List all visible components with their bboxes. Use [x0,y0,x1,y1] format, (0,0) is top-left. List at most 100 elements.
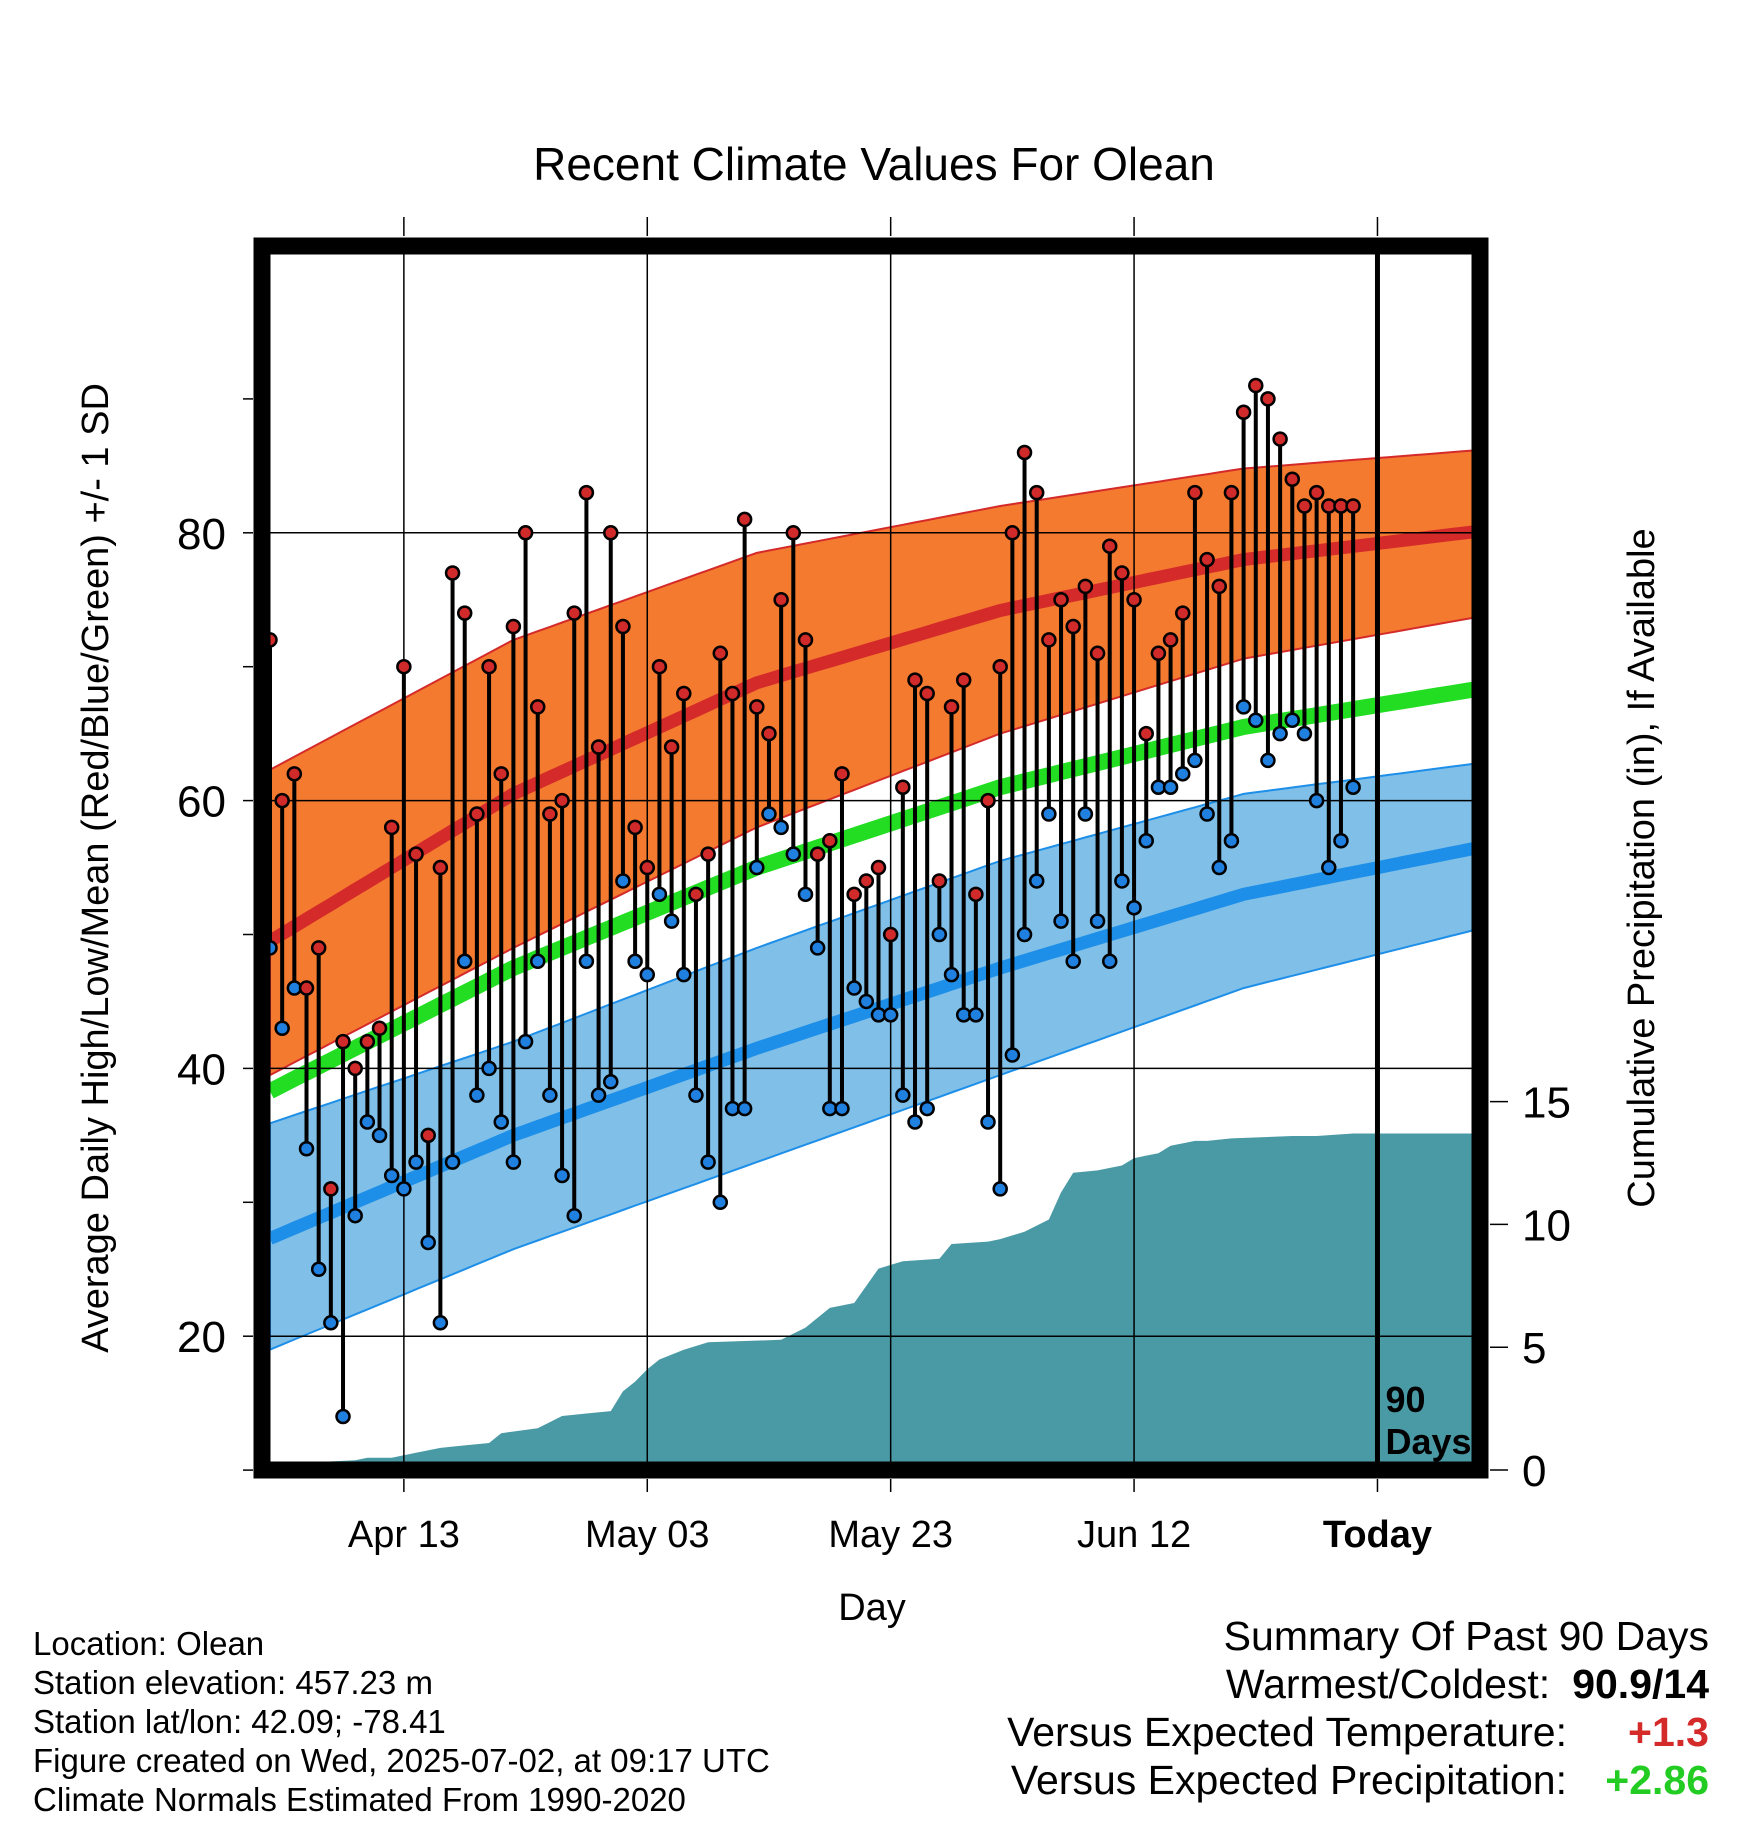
daily-low-point [542,1087,558,1103]
daily-low-point [1272,725,1288,742]
daily-high-point [554,792,570,809]
daily-low-point [347,1207,363,1224]
daily-high-point [1175,605,1191,621]
daily-high-point [931,873,948,889]
daily-low-point [578,953,595,970]
daily-low-point [1345,779,1361,795]
daily-low-point [1308,792,1325,809]
daily-high-point [1101,538,1118,554]
daily-low-point [603,1074,619,1090]
today-marker-label: 90 Days [1385,1379,1471,1462]
precip-area [270,1133,1480,1470]
temp-departure-value: +1.3 [1628,1709,1709,1755]
warmest-coldest-label: Warmest/Coldest: [1225,1661,1551,1707]
daily-high-point [700,846,716,862]
daily-high-point [858,873,875,889]
daily-high-point [505,618,522,635]
daily-high-point [469,806,485,822]
y-left-tick-label: 40 [177,1045,226,1094]
plot-frame [253,237,1489,1479]
daily-high-point [578,484,595,501]
daily-high-point [882,926,899,943]
y-right-tick-label: 15 [1522,1079,1571,1128]
y-right-tick-label: 0 [1522,1447,1546,1496]
daily-low-point [749,859,765,876]
daily-low-point [1126,899,1142,916]
daily-low-point [310,1261,327,1277]
normals-text: Climate Normals Estimated From 1990-2020 [33,1781,686,1818]
daily-high-point [1345,498,1361,514]
daily-high-point [761,725,777,742]
chart-title: Recent Climate Values For Olean [533,138,1215,190]
daily-low-point [383,1167,400,1184]
daily-low-point [700,1154,716,1170]
daily-high-point [517,525,534,541]
daily-high-point [870,859,887,876]
daily-high-point [968,886,984,903]
daily-high-point [615,618,631,635]
daily-high-point [639,859,656,876]
daily-high-point [1260,391,1276,407]
daily-high-point [432,859,449,876]
x-tick-label: Jun 12 [1077,1514,1191,1556]
y-axis-left-label: Average Daily High/Low/Mean (Red/Blue/Gr… [75,383,117,1353]
daily-low-point [456,953,473,970]
daily-high-point [1235,404,1252,421]
daily-high-point [1077,578,1094,595]
daily-high-point [603,525,619,541]
daily-low-point [1016,926,1033,943]
daily-high-point [444,565,461,581]
daily-low-point [1187,752,1203,769]
daily-high-point [286,766,303,782]
daily-low-point [517,1033,534,1050]
y-right-tick-label: 10 [1522,1201,1571,1250]
daily-low-point [1162,779,1179,795]
created-text: Figure created on Wed, 2025-07-02, at 09… [33,1742,770,1779]
x-tick-label: Apr 13 [348,1514,460,1556]
daily-high-point [456,605,473,621]
x-tick-label: May 23 [828,1514,953,1556]
daily-low-point [1138,833,1154,849]
daily-high-point [943,699,960,715]
daily-high-point [1016,444,1033,461]
daily-high-point [1065,618,1081,635]
daily-high-point [919,685,935,702]
precip-departure-row: Versus Expected Precipitation: +2.86 [1007,1756,1709,1804]
precip-departure-value: +2.86 [1605,1757,1709,1803]
daily-low-point [396,1181,412,1197]
daily-low-point [566,1207,582,1224]
daily-high-point [1211,578,1228,595]
daily-low-point [1053,913,1069,929]
x-tick-label: Today [1323,1514,1432,1556]
daily-high-point [1138,725,1154,742]
location-text: Location: Olean [33,1625,265,1662]
daily-high-point [371,1020,388,1036]
daily-low-point [1089,913,1106,929]
daily-high-point [688,886,704,903]
daily-low-point [1101,953,1118,970]
daily-high-point [663,739,680,755]
daily-low-point [834,1100,850,1117]
daily-high-point [1126,592,1142,608]
daily-low-point [785,846,802,862]
daily-low-point [274,1020,290,1036]
daily-low-point [420,1234,436,1251]
daily-low-point [639,966,656,983]
daily-high-point [907,672,923,688]
daily-high-point [1272,431,1288,447]
summary-panel: Summary Of Past 90 Days Warmest/Coldest:… [1007,1612,1709,1804]
daily-high-point [1114,565,1130,581]
daily-low-point [761,806,777,822]
daily-low-point [895,1087,911,1103]
daily-high-point [1162,632,1179,648]
daily-high-point [785,525,802,541]
daily-high-point [383,819,400,836]
daily-low-point [1004,1047,1021,1063]
daily-high-point [736,511,753,528]
daily-high-point [493,766,509,782]
daily-low-point [980,1114,996,1130]
warmest-coldest-row: Warmest/Coldest: 90.9/14 [1007,1660,1709,1708]
latlon-text: Station lat/lon: 42.09; -78.41 [33,1703,446,1740]
daily-low-point [1065,953,1081,970]
daily-high-point [651,658,668,675]
